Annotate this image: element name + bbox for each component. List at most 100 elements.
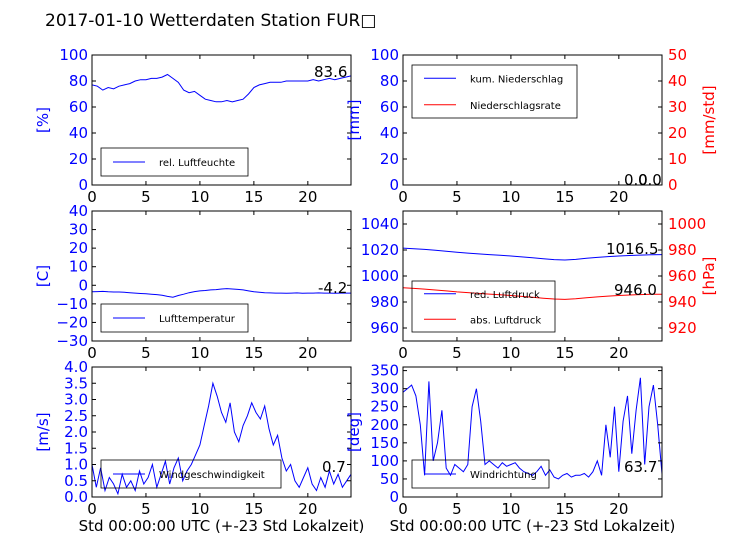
precipitation-y-tick-label: 80: [380, 72, 399, 90]
humidity-legend-box: [100, 147, 249, 177]
winddirection-x-label: Std 00:00:00 UTC (+-23 Std Lokalzeit): [390, 517, 676, 535]
winddirection-legend-box: [411, 459, 550, 489]
windspeed-y-tick-label: 0.0: [64, 488, 88, 506]
figure-title: 2017-01-10 Wetterdaten Station FUR□: [45, 11, 376, 31]
precipitation-y-tick-label: 60: [380, 98, 399, 116]
pressure-current-value: 1016.5: [606, 240, 659, 258]
windspeed-y-tick-label: 1.5: [64, 439, 88, 457]
temperature-x-tick-label: 15: [244, 344, 263, 362]
winddirection-plot-frame: [402, 366, 663, 498]
windspeed-panel: 0 5 10 15 20 0.00.51.01.52.02.53.03.54.0 [m/s]…: [34, 358, 364, 535]
windspeed-legend-box: [100, 459, 282, 489]
pressure-y-tick-label: 960: [370, 319, 399, 337]
precipitation-x-tick-label: 5: [452, 188, 462, 206]
temperature-series-line: [92, 288, 351, 298]
windspeed-y-tick-label: 2.5: [64, 407, 88, 425]
humidity-y-tick-label: 20: [69, 150, 88, 168]
precipitation-x-tick-label: 0: [398, 188, 408, 206]
windspeed-x-tick-label: 20: [298, 500, 317, 518]
humidity-y-tick-label: 40: [69, 124, 88, 142]
temperature-y-tick-label: 40: [69, 202, 88, 220]
temperature-legend-label: Lufttemperatur: [159, 314, 236, 325]
humidity-y-tick-label: 80: [69, 72, 88, 90]
winddirection-x-tick-label: 5: [452, 500, 462, 518]
winddirection-x-tick-label: 15: [555, 500, 574, 518]
pressure-y2-tick-label: 1000: [668, 215, 706, 233]
precipitation-y2-label: [mm/std]: [700, 85, 718, 154]
precipitation-y-tick-label: 100: [370, 46, 399, 64]
winddirection-y-tick-label: 100: [370, 452, 399, 470]
pressure-y2-tick-label: 980: [668, 241, 697, 259]
temperature-y-tick-label: −30: [56, 332, 88, 350]
precipitation-legend-label: Niederschlagsrate: [470, 101, 561, 112]
windspeed-current-value: 0.7: [322, 458, 346, 476]
pressure-x-tick-label: 0: [398, 344, 408, 362]
pressure-legend-label: red. Luftdruck: [470, 290, 540, 301]
windspeed-y-tick-label: 0.5: [64, 472, 88, 490]
pressure-legend-box: [411, 280, 556, 333]
windspeed-y-tick-label: 1.0: [64, 456, 88, 474]
winddirection-current-value: 63.7: [624, 458, 657, 476]
winddirection-x-tick-label: 10: [501, 500, 520, 518]
pressure-series-line: [403, 247, 662, 261]
precipitation-y2-tick-label: 40: [668, 72, 687, 90]
precipitation-legend-label: kum. Niederschlag: [470, 74, 563, 85]
precipitation-y-tick-label: 20: [380, 150, 399, 168]
temperature-y-tick-label: 0: [78, 276, 88, 294]
temperature-y-tick-label: −20: [56, 313, 88, 331]
humidity-legend-label: rel. Luftfeuchte: [159, 158, 235, 169]
windspeed-x-tick-label: 10: [190, 500, 209, 518]
precipitation-y-tick-label: 0: [389, 176, 399, 194]
pressure-x-tick-label: 10: [501, 344, 520, 362]
windspeed-y-tick-label: 2.0: [64, 423, 88, 441]
temperature-x-tick-label: 10: [190, 344, 209, 362]
temperature-x-tick-label: 20: [298, 344, 317, 362]
temperature-y-tick-label: 30: [69, 221, 88, 239]
humidity-y-tick-label: 0: [78, 176, 88, 194]
humidity-plot-frame: [91, 54, 352, 186]
windspeed-series-line: [92, 381, 351, 496]
windspeed-y-tick-label: 3.5: [64, 374, 88, 392]
precipitation-current-value: 0.0: [624, 171, 648, 189]
precipitation-y2-tick-label: 0: [668, 176, 678, 194]
precipitation-x-tick-label: 15: [555, 188, 574, 206]
temperature-current-value: -4.2: [318, 279, 347, 297]
windspeed-y-label: [m/s]: [34, 412, 52, 451]
humidity-x-tick-label: 0: [87, 188, 97, 206]
winddirection-y-tick-label: 250: [370, 398, 399, 416]
pressure-y-tick-label: 980: [370, 293, 399, 311]
winddirection-legend-label: Windrichtung: [470, 470, 537, 481]
precipitation-legend-box: [411, 64, 578, 119]
winddirection-x-tick-label: 20: [609, 500, 628, 518]
humidity-y-tick-label: 60: [69, 98, 88, 116]
pressure-panel: 0 5 10 15 20 960 980 1000 1020 1040 920 940 960 980 10…: [361, 210, 718, 362]
precipitation-current-value-2: 0.0: [638, 171, 662, 189]
temperature-y-label: [C]: [34, 265, 52, 287]
pressure-y-tick-label: 1020: [361, 241, 399, 259]
pressure-y-tick-label: 1040: [361, 215, 399, 233]
temperature-y-tick-label: −10: [56, 295, 88, 313]
pressure-legend-label: abs. Luftdruck: [470, 315, 541, 326]
winddirection-y-tick-label: 0: [389, 488, 399, 506]
pressure-x-tick-label: 5: [452, 344, 462, 362]
humidity-panel: 0 5 10 15 20 0 20 40 60 80 100 [%] rel. Luftfeuchte 8…: [34, 46, 352, 206]
precipitation-plot-frame: [402, 54, 663, 186]
winddirection-y-tick-label: 350: [370, 362, 399, 380]
temperature-panel: 0 5 10 15 20−30−20−10010203040[C]Lufttempera…: [34, 202, 352, 362]
humidity-x-tick-label: 10: [190, 188, 209, 206]
humidity-x-tick-label: 15: [244, 188, 263, 206]
humidity-y-label: [%]: [34, 107, 52, 133]
windspeed-x-tick-label: 15: [244, 500, 263, 518]
humidity-x-tick-label: 20: [298, 188, 317, 206]
precipitation-x-tick-label: 10: [501, 188, 520, 206]
pressure-x-tick-label: 20: [609, 344, 628, 362]
windspeed-x-label: Std 00:00:00 UTC (+-23 Std Lokalzeit): [79, 517, 365, 535]
winddirection-y-label: [deg]: [345, 412, 363, 452]
windspeed-legend-label: Windgeschwindigkeit: [159, 470, 265, 481]
temperature-plot-frame: [91, 210, 352, 342]
windspeed-x-tick-label: 0: [87, 500, 97, 518]
humidity-x-tick-label: 5: [141, 188, 151, 206]
pressure-y-tick-label: 1000: [361, 267, 399, 285]
precipitation-y2-tick-label: 50: [668, 46, 687, 64]
